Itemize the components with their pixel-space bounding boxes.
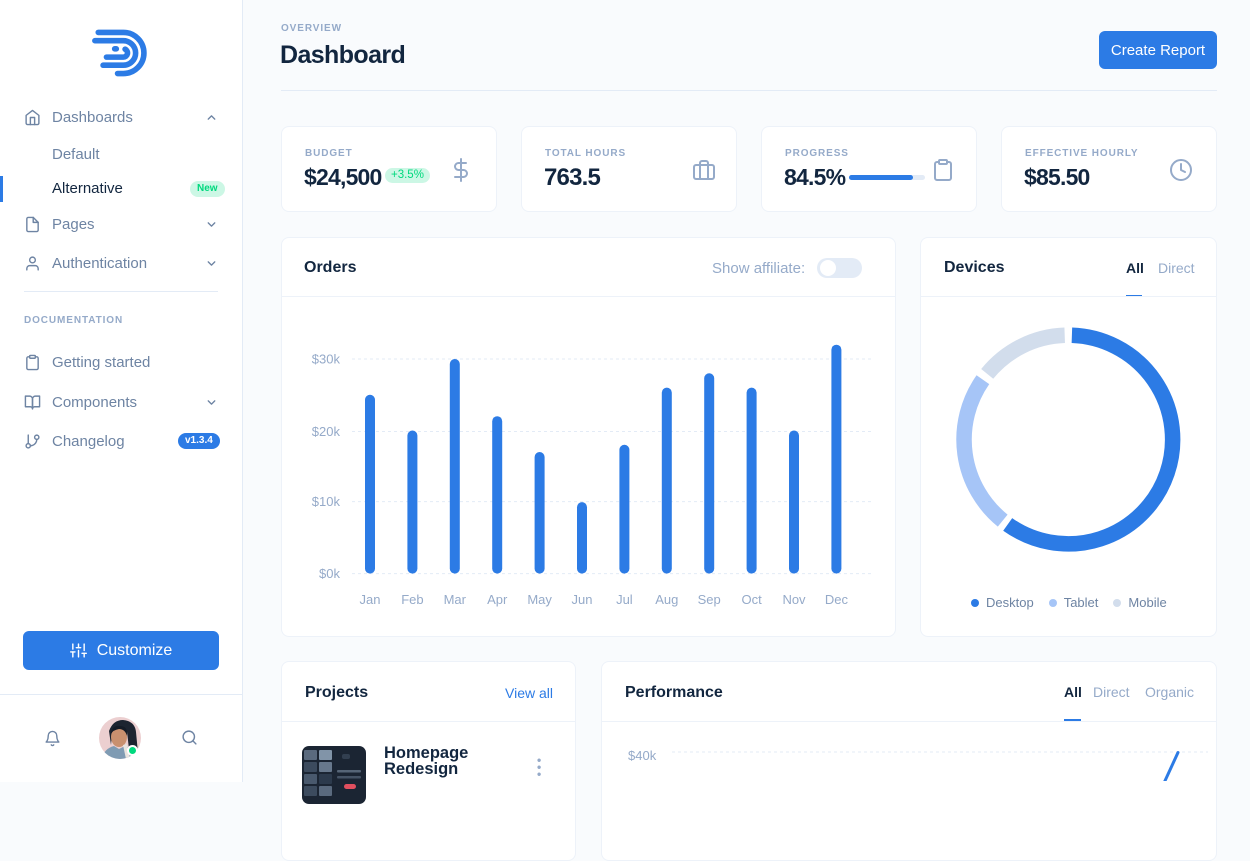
svg-text:May: May: [527, 592, 552, 607]
svg-text:$0k: $0k: [319, 566, 340, 581]
svg-text:Sep: Sep: [698, 592, 721, 607]
svg-text:$20k: $20k: [312, 424, 341, 439]
svg-text:Nov: Nov: [782, 592, 806, 607]
svg-text:Jun: Jun: [572, 592, 593, 607]
svg-text:Oct: Oct: [741, 592, 762, 607]
svg-text:$30k: $30k: [312, 352, 341, 367]
svg-text:$10k: $10k: [312, 494, 341, 509]
svg-text:Feb: Feb: [401, 592, 423, 607]
svg-text:Jan: Jan: [360, 592, 381, 607]
svg-text:Apr: Apr: [487, 592, 508, 607]
svg-text:Dec: Dec: [825, 592, 849, 607]
svg-text:Aug: Aug: [655, 592, 678, 607]
svg-text:Mar: Mar: [444, 592, 467, 607]
svg-text:Jul: Jul: [616, 592, 633, 607]
